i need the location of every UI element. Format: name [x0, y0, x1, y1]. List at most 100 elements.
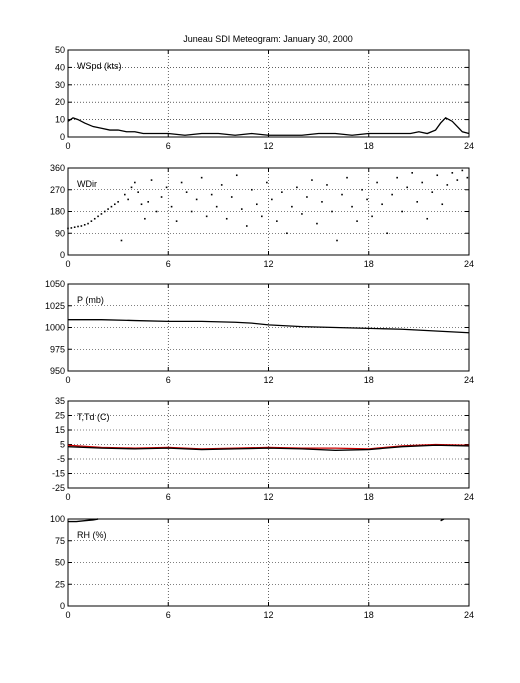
y-tick-label: 100 — [50, 514, 65, 524]
data-point — [67, 227, 69, 230]
series-line — [68, 518, 99, 523]
x-tick-label: 24 — [464, 259, 474, 269]
x-tick-label: 12 — [263, 492, 273, 502]
panel-0: 0 6 12 18 24 0 10 20 30 40 50 WSpd (kts) — [55, 45, 474, 151]
data-point — [230, 196, 233, 198]
x-tick-label: 18 — [364, 141, 374, 151]
data-point — [331, 210, 333, 213]
x-tick-label: 6 — [166, 259, 171, 269]
panel-label: WSpd (kts) — [77, 61, 122, 71]
y-tick-label: 25 — [55, 579, 65, 589]
series-line-0 — [67, 443, 470, 450]
data-point — [446, 184, 449, 186]
x-tick-label: 6 — [166, 141, 171, 151]
x-tick-label: 24 — [464, 375, 474, 385]
data-point — [316, 222, 318, 225]
data-point — [205, 215, 208, 218]
y-tick-label: 90 — [55, 228, 65, 238]
y-tick-label: 15 — [55, 425, 65, 435]
data-point — [97, 215, 99, 218]
data-point — [406, 186, 408, 189]
y-tick-label: 360 — [50, 163, 65, 173]
data-point — [93, 217, 96, 220]
panel-frame — [67, 167, 470, 256]
data-point — [250, 188, 253, 191]
data-point — [185, 191, 188, 193]
data-point — [461, 169, 464, 172]
data-point — [321, 201, 323, 203]
data-point — [281, 191, 283, 193]
data-point — [103, 210, 106, 213]
data-point — [100, 213, 103, 215]
x-tick-label: 6 — [166, 375, 171, 385]
data-point — [215, 205, 218, 208]
data-point — [144, 217, 146, 220]
data-point — [306, 196, 308, 198]
data-point — [451, 172, 454, 174]
y-tick-label: -5 — [57, 454, 65, 464]
x-tick-label: 0 — [65, 610, 70, 620]
x-tick-label: 12 — [263, 375, 273, 385]
y-tick-label: -15 — [52, 469, 65, 479]
data-point — [421, 181, 424, 184]
data-point — [341, 193, 343, 196]
y-tick-label: 950 — [50, 366, 65, 376]
data-point — [366, 198, 368, 201]
data-point — [220, 184, 223, 186]
data-point — [426, 217, 429, 220]
x-tick-label: 0 — [65, 141, 70, 151]
panel-label: RH (%) — [77, 530, 107, 540]
data-point — [73, 226, 76, 229]
data-point — [137, 191, 139, 193]
panel-2: 0 6 12 18 24 950 975 1000 1025 1050 P (mb) — [45, 279, 474, 385]
data-point — [351, 205, 353, 208]
y-tick-label: 50 — [55, 45, 65, 55]
x-tick-label: 24 — [464, 141, 474, 151]
data-point — [124, 193, 126, 196]
y-tick-label: 40 — [55, 62, 65, 72]
x-tick-label: 0 — [65, 375, 70, 385]
data-point — [210, 193, 213, 196]
series-line-0 — [67, 117, 470, 136]
y-tick-label: 0 — [60, 601, 65, 611]
data-point — [336, 239, 338, 242]
data-point — [127, 198, 129, 201]
x-tick-label: 18 — [364, 375, 374, 385]
data-point — [120, 239, 123, 242]
x-tick-label: 6 — [166, 610, 171, 620]
data-point — [80, 225, 83, 227]
y-tick-label: 25 — [55, 411, 65, 421]
y-tick-label: 50 — [55, 558, 65, 568]
y-tick-label: 30 — [55, 80, 65, 90]
panel-1: 0 6 12 18 24 0 90 180 270 360 WDir — [50, 163, 474, 269]
data-point — [411, 172, 413, 174]
data-point — [356, 220, 358, 222]
data-point — [175, 220, 178, 222]
data-point — [466, 176, 469, 179]
data-point — [456, 179, 459, 181]
y-tick-label: 1050 — [45, 279, 65, 289]
data-point — [70, 227, 73, 229]
data-point — [117, 201, 119, 203]
data-point — [110, 205, 113, 208]
y-tick-label: 1000 — [45, 323, 65, 333]
x-tick-label: 18 — [364, 610, 374, 620]
x-tick-label: 6 — [166, 492, 171, 502]
data-point — [170, 205, 173, 208]
data-point — [107, 208, 109, 210]
data-point — [87, 222, 89, 225]
data-point — [200, 176, 203, 179]
panel-4: 0 6 12 18 24 0 25 50 75 100 RH (%) — [50, 514, 474, 620]
data-point — [296, 186, 298, 189]
data-point — [190, 210, 193, 213]
panel-frame — [67, 518, 470, 607]
data-point — [271, 198, 273, 201]
x-tick-label: 18 — [364, 259, 374, 269]
x-tick-label: 0 — [65, 259, 70, 269]
data-point — [180, 181, 183, 184]
data-point — [276, 220, 278, 222]
y-tick-label: 0 — [60, 250, 65, 260]
x-tick-label: 12 — [263, 610, 273, 620]
